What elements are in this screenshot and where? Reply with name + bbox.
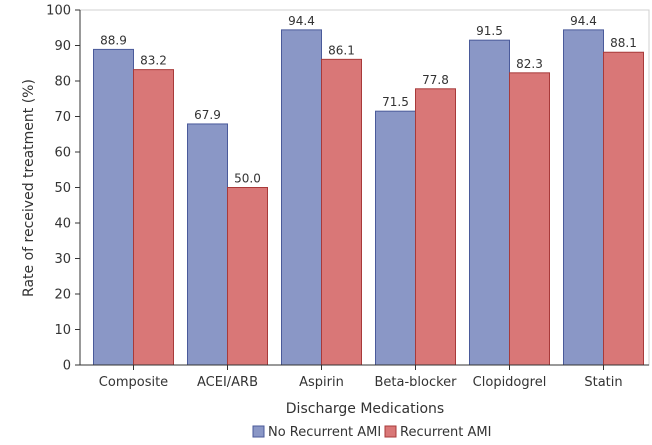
value-label-no-recurrent-ami-beta-blocker: 71.5 <box>382 95 409 109</box>
y-tick-label: 90 <box>54 39 71 54</box>
plot-frame <box>79 9 650 366</box>
x-tick-label-clopidogrel: Clopidogrel <box>473 375 547 390</box>
bar-recurrent-ami-clopidogrel <box>509 72 550 366</box>
x-tick-label-statin: Statin <box>584 375 622 390</box>
y-tick-label: 40 <box>54 217 71 232</box>
y-tick-label: 0 <box>63 359 71 374</box>
bar-recurrent-ami-beta-blocker <box>415 88 456 366</box>
bar-no-recurrent-ami-composite <box>93 48 134 366</box>
x-axis-ticks: Composite ACEI/ARB Aspirin Beta-blocker Clop… <box>99 365 623 390</box>
bar-no-recurrent-ami-clopidogrel <box>469 39 510 366</box>
x-tick-label-beta-blocker: Beta-blocker <box>374 375 457 390</box>
y-tick-label: 100 <box>46 4 71 19</box>
bars-group <box>93 29 644 366</box>
y-tick-label: 70 <box>54 110 71 125</box>
value-label-no-recurrent-ami-acei-arb: 67.9 <box>194 108 221 122</box>
value-label-no-recurrent-ami-aspirin: 94.4 <box>288 14 315 28</box>
bar-no-recurrent-ami-aspirin <box>281 29 322 366</box>
y-tick-label: 50 <box>54 181 71 196</box>
legend-swatch-recurrent-ami <box>384 425 397 438</box>
bar-recurrent-ami-acei-arb <box>227 187 268 366</box>
value-label-recurrent-ami-beta-blocker: 77.8 <box>422 73 449 87</box>
x-axis-label: Discharge Medications <box>286 401 444 417</box>
y-axis-ticks: 0 10 20 30 40 50 60 70 80 90 100 <box>46 4 80 374</box>
legend-label-no-recurrent-ami: No Recurrent AMI <box>268 425 381 440</box>
value-label-recurrent-ami-clopidogrel: 82.3 <box>516 57 543 71</box>
value-label-no-recurrent-ami-composite: 88.9 <box>100 33 127 47</box>
legend-swatch-no-recurrent-ami <box>252 425 265 438</box>
legend: No Recurrent AMI Recurrent AMI <box>252 425 491 440</box>
y-tick-label: 10 <box>54 323 71 338</box>
bar-no-recurrent-ami-statin <box>563 29 604 366</box>
y-tick-label: 80 <box>54 75 71 90</box>
value-label-no-recurrent-ami-statin: 94.4 <box>570 14 597 28</box>
x-tick-label-acei-arb: ACEI/ARB <box>197 375 258 390</box>
y-axis-label: Rate of received treatment (%) <box>21 79 37 297</box>
value-label-no-recurrent-ami-clopidogrel: 91.5 <box>476 24 503 38</box>
bar-no-recurrent-ami-beta-blocker <box>375 110 416 366</box>
y-tick-label: 20 <box>54 288 71 303</box>
bar-no-recurrent-ami-acei-arb <box>187 123 228 366</box>
value-label-recurrent-ami-statin: 88.1 <box>610 36 637 50</box>
x-tick-label-composite: Composite <box>99 375 168 390</box>
x-tick-label-aspirin: Aspirin <box>299 375 344 390</box>
value-labels-group: 88.9 83.2 67.9 50.0 94.4 86.1 71.5 77.8 91.5 82.3… <box>100 14 637 186</box>
bar-recurrent-ami-composite <box>133 69 174 366</box>
y-tick-label: 30 <box>54 252 71 267</box>
value-label-recurrent-ami-aspirin: 86.1 <box>328 43 355 57</box>
y-tick-label: 60 <box>54 146 71 161</box>
value-label-recurrent-ami-acei-arb: 50.0 <box>234 172 261 186</box>
value-label-recurrent-ami-composite: 83.2 <box>140 54 167 68</box>
legend-label-recurrent-ami: Recurrent AMI <box>400 425 491 440</box>
bar-recurrent-ami-aspirin <box>321 58 362 366</box>
bar-recurrent-ami-statin <box>603 51 644 366</box>
